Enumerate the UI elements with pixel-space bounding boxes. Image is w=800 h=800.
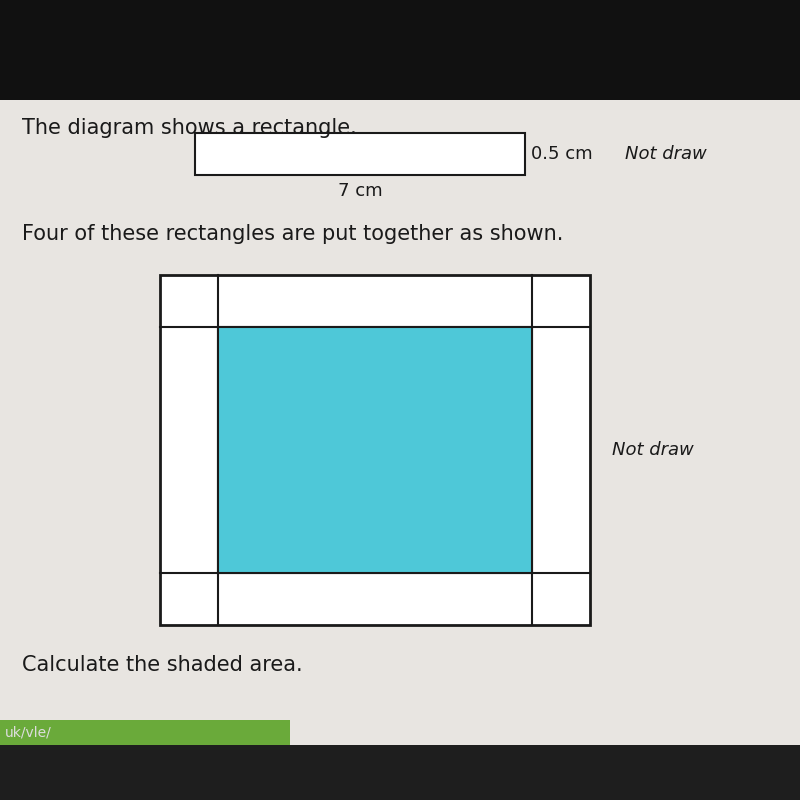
Bar [0, 720, 290, 745]
Bar [0, 745, 800, 800]
Text: Not draw: Not draw [625, 145, 706, 163]
Bar [0, 0, 800, 100]
Text: Calculate the shaded area.: Calculate the shaded area. [22, 655, 302, 675]
Text: 0.5 cm: 0.5 cm [531, 145, 593, 163]
Text: Not draw: Not draw [612, 441, 694, 459]
Text: The diagram shows a rectangle.: The diagram shows a rectangle. [22, 118, 357, 138]
Bar [160, 275, 590, 625]
Bar [195, 133, 525, 175]
Bar [218, 327, 532, 573]
Text: Four of these rectangles are put together as shown.: Four of these rectangles are put togethe… [22, 224, 563, 244]
Text: 7 cm: 7 cm [338, 182, 382, 200]
Text: uk/vle/: uk/vle/ [5, 726, 52, 740]
